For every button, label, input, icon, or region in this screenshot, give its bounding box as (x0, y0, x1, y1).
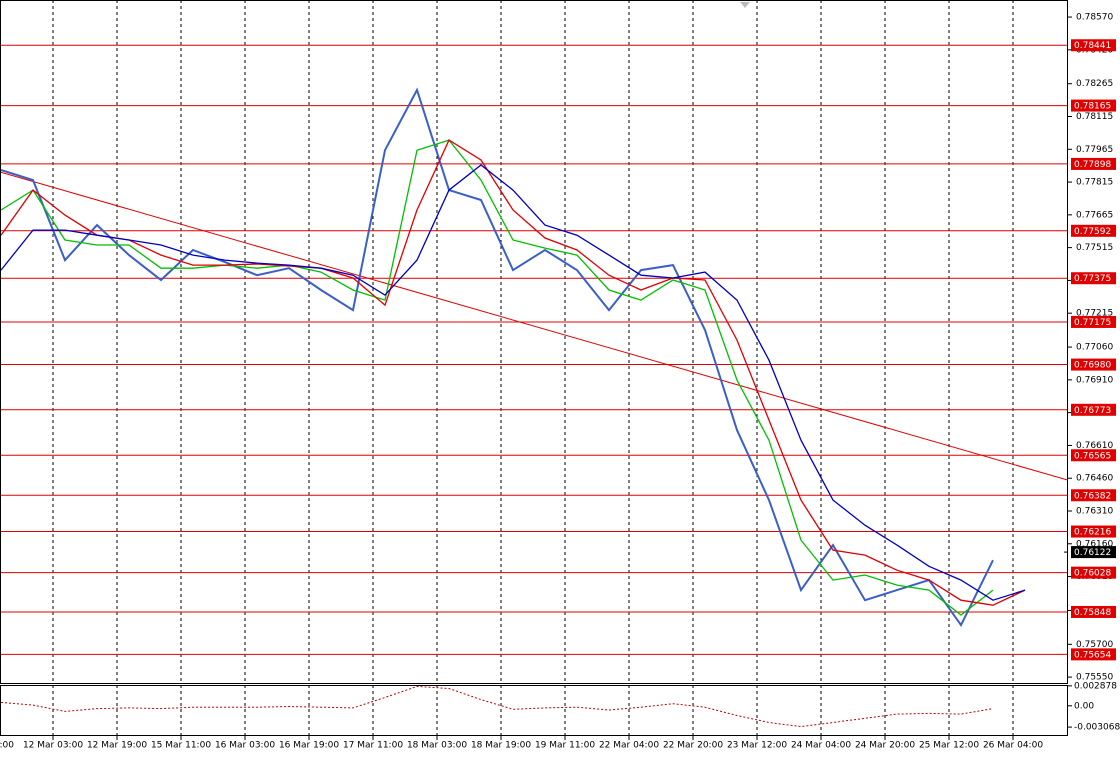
y-tick-label: 0.77060 (1076, 343, 1113, 353)
series-line (0, 139, 994, 616)
x-tick-label: 18 Mar 03:00 (407, 741, 467, 751)
y-tick-label: 0.77515 (1076, 243, 1113, 253)
level-label-box (1071, 566, 1116, 579)
y-tick-label: 0.76610 (1076, 441, 1113, 451)
level-label-box (1071, 358, 1116, 371)
x-tick-label: 22 Mar 20:00 (663, 741, 723, 751)
level-label: 0.76980 (1074, 361, 1111, 371)
x-tick-label: 12 Mar 03:00 (23, 741, 83, 751)
price-pane (0, 0, 1068, 683)
indicator-frame (0, 685, 1068, 736)
level-label-box (1071, 403, 1116, 416)
x-tick-label: 24 Mar 04:00 (791, 741, 851, 751)
x-tick-label: 19 Mar 11:00 (535, 741, 595, 751)
series-line (0, 139, 1026, 606)
y-tick-label: 0.76460 (1076, 474, 1113, 484)
current-price-box (1071, 546, 1116, 559)
level-label-box (1071, 272, 1116, 285)
level-label-box (1071, 605, 1116, 618)
axes: 1:00 12 Mar 03:00 12 Mar 19:00 15 Mar 11:00… (0, 13, 1120, 751)
series-line (0, 685, 994, 728)
level-label: 0.78165 (1074, 102, 1111, 112)
level-label-box (1071, 525, 1116, 538)
level-label: 0.75654 (1074, 650, 1111, 660)
y-tick-label: 0.75700 (1076, 640, 1113, 650)
level-label: 0.75848 (1074, 608, 1111, 618)
level-label-box (1071, 449, 1116, 462)
series-line (0, 164, 1026, 601)
indicator-pane (0, 685, 1014, 736)
indicator-y-tick-label: -0.003068 (1074, 723, 1120, 733)
level-label-box (1071, 489, 1116, 502)
x-tick-label: 24 Mar 20:00 (855, 741, 915, 751)
y-tick-label: 0.77965 (1076, 145, 1113, 155)
y-tick-label: 0.77815 (1076, 178, 1113, 188)
level-label-box (1071, 39, 1116, 52)
level-label: 0.76382 (1074, 491, 1111, 501)
price-frame (0, 0, 1068, 684)
scroll-marker (740, 2, 750, 8)
indicator-y-tick-label: 0.00 (1074, 701, 1094, 711)
x-tick-label: 26 Mar 04:00 (983, 741, 1043, 751)
level-label: 0.77592 (1074, 227, 1111, 237)
level-label: 0.76028 (1074, 569, 1111, 579)
level-label-box (1071, 157, 1116, 170)
y-tick-label: 0.75550 (1076, 673, 1113, 683)
level-label-box (1071, 99, 1116, 112)
indicator-y-tick-label: 0.002878 (1074, 681, 1117, 691)
level-label: 0.78441 (1074, 41, 1111, 51)
y-tick-label: 0.76910 (1076, 375, 1113, 385)
y-tick-label: 0.78265 (1076, 79, 1113, 89)
x-tick-label: 16 Mar 19:00 (279, 741, 339, 751)
level-label: 0.76565 (1074, 451, 1111, 461)
x-tick-label: 22 Mar 04:00 (599, 741, 659, 751)
y-tick-label: 0.78570 (1076, 13, 1113, 23)
x-tick-label: 12 Mar 19:00 (87, 741, 147, 751)
x-tick-label: 16 Mar 03:00 (215, 741, 275, 751)
trendline (0, 171, 1068, 481)
current-price-label: 0.76122 (1074, 548, 1111, 558)
level-label: 0.77375 (1074, 274, 1111, 284)
level-label: 0.77898 (1074, 160, 1111, 170)
level-label: 0.76773 (1074, 406, 1111, 416)
level-label-box (1071, 648, 1116, 661)
y-tick-label: 0.76310 (1076, 506, 1113, 516)
y-tick-label: 0.78115 (1076, 112, 1113, 122)
y-tick-label: 0.77665 (1076, 210, 1113, 220)
level-label-box (1071, 315, 1116, 328)
level-label: 0.76216 (1074, 528, 1111, 538)
x-tick-label: 18 Mar 19:00 (471, 741, 531, 751)
y-tick-label: 0.77215 (1076, 309, 1113, 319)
x-tick-label: 15 Mar 11:00 (151, 741, 211, 751)
level-label: 0.77175 (1074, 318, 1111, 328)
x-tick-label: 23 Mar 12:00 (727, 741, 787, 751)
level-label-box (1071, 224, 1116, 237)
x-tick-label: 25 Mar 12:00 (919, 741, 979, 751)
y-tick-label: 0.76160 (1076, 539, 1113, 549)
x-tick-label: 17 Mar 11:00 (343, 741, 403, 751)
x-tick-label: 1:00 (0, 741, 14, 751)
series-line (0, 87, 994, 628)
